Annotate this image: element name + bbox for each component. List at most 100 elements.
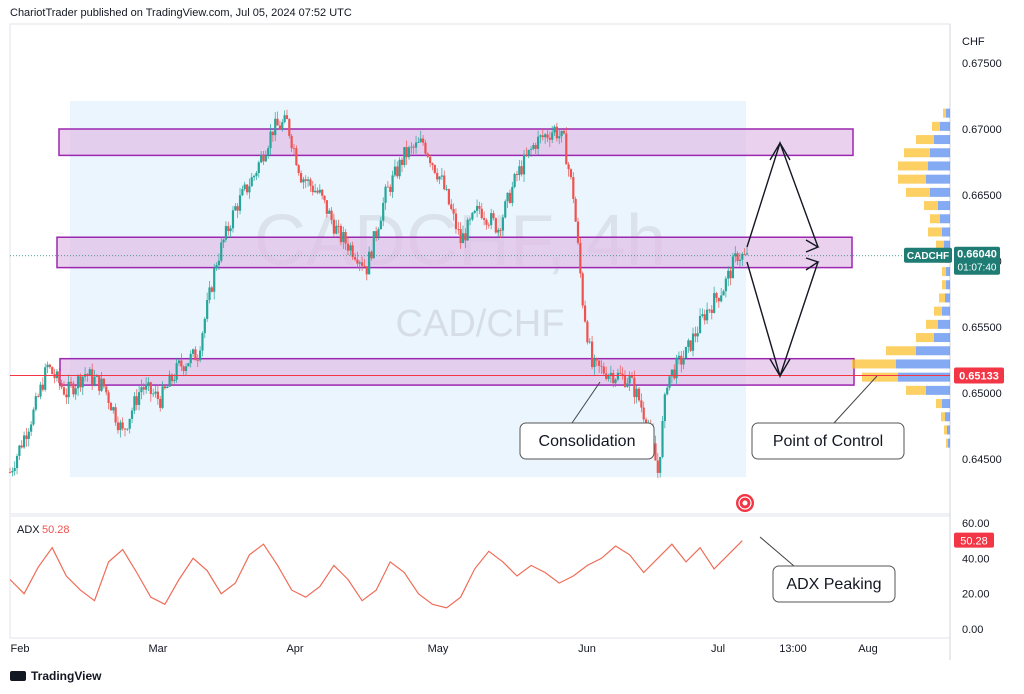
candle-body <box>346 243 350 251</box>
candle-body <box>579 242 582 274</box>
vp-bar-down <box>942 227 950 237</box>
candle-body <box>210 287 213 292</box>
candle-body <box>201 333 204 351</box>
vp-bar-down <box>930 187 950 197</box>
candle-body <box>248 186 251 193</box>
candle-body <box>234 206 237 211</box>
candle-body <box>703 314 706 321</box>
candle-body <box>81 376 84 388</box>
vp-bar-up <box>930 214 940 224</box>
candle-body <box>612 372 615 384</box>
candle-body <box>330 210 333 220</box>
range-highlight <box>70 101 746 477</box>
consolidation-callout: Consolidation <box>519 381 655 460</box>
candle-body <box>264 155 267 162</box>
candle-body <box>588 341 591 343</box>
candle-body <box>586 321 589 343</box>
candle-body <box>532 145 535 149</box>
candle-body <box>182 366 185 371</box>
candle-body <box>119 422 122 431</box>
adx-tick-label: 60.00 <box>962 518 990 530</box>
candle-body <box>581 273 584 306</box>
adx-tick-label: 0.00 <box>962 624 983 636</box>
vp-bar-up <box>934 306 942 316</box>
callout-box <box>772 565 896 603</box>
candle-body <box>285 115 289 120</box>
candle-body <box>135 396 138 405</box>
candle-body <box>480 208 483 219</box>
candle-body <box>520 166 523 175</box>
candle-body <box>675 357 678 379</box>
candle-body <box>267 148 270 156</box>
candle-body <box>194 349 197 361</box>
candle-body <box>715 293 718 298</box>
adx-axis[interactable]: 60.00 40.00 20.00 0.00 <box>962 518 990 636</box>
vp-bar-up <box>886 346 916 356</box>
candle-body <box>382 202 385 221</box>
candle-body <box>616 372 620 380</box>
candle-body <box>421 138 425 143</box>
candle-body <box>11 470 14 473</box>
candle-body <box>8 472 12 473</box>
candle-body <box>736 253 739 261</box>
current-price-badge: CADCHF 0.66040 01:07:40 <box>904 246 1000 275</box>
candle-body <box>30 424 33 432</box>
candle-body <box>722 291 725 296</box>
candle-body <box>140 387 143 393</box>
candle-body <box>95 375 98 377</box>
vp-bar-up <box>932 121 940 131</box>
candle-body <box>475 205 479 211</box>
time-axis[interactable]: Feb Mar Apr May Jun Jul 13:00 Aug <box>11 643 878 655</box>
candle-body <box>133 396 136 411</box>
candle-body <box>680 355 683 365</box>
candle-body <box>69 381 73 384</box>
candle-body <box>745 253 749 255</box>
sr-zone <box>56 236 853 269</box>
candle-body <box>88 369 91 376</box>
candle-body <box>393 166 397 176</box>
candle-body <box>353 256 357 260</box>
candle-body <box>452 208 455 214</box>
replay-icon[interactable] <box>736 494 754 512</box>
vp-bar-down <box>926 174 950 184</box>
candle-body <box>443 175 446 190</box>
candle-body <box>227 226 230 232</box>
candle-body <box>245 184 249 193</box>
vp-bar-up <box>898 174 926 184</box>
candle-body <box>656 460 659 473</box>
price-tick-label: 0.67000 <box>962 124 1002 136</box>
vp-bar-up <box>898 161 928 171</box>
vp-bar-down <box>940 214 950 224</box>
candle-body <box>220 242 223 261</box>
candle-body <box>107 392 110 403</box>
candle-body <box>13 468 16 471</box>
candle-body <box>630 375 634 378</box>
candle-body <box>405 147 408 158</box>
candle-body <box>454 213 458 230</box>
candle-body <box>642 407 645 420</box>
candle-body <box>682 358 685 365</box>
candle-body <box>555 126 558 139</box>
candle-body <box>490 213 493 226</box>
tradingview-logo[interactable]: TradingView <box>10 669 101 683</box>
candle-body <box>741 253 744 260</box>
arrow-head-mid-up <box>805 239 820 253</box>
candle-body <box>72 383 75 395</box>
candle-body <box>626 383 629 387</box>
candle-body <box>363 265 366 267</box>
candle-body <box>142 387 145 390</box>
candle-body <box>93 376 96 385</box>
candle-body <box>278 125 282 130</box>
adx-badge-value: 50.28 <box>960 536 988 548</box>
candle-body <box>473 210 476 213</box>
vp-bar-down <box>934 333 950 343</box>
adx-value-badge: 50.28 <box>954 532 994 548</box>
candle-body <box>170 374 174 382</box>
candle-body <box>62 387 66 395</box>
candle-body <box>344 232 347 244</box>
candle-body <box>22 435 26 448</box>
candle-body <box>238 195 242 211</box>
sr-zones <box>56 128 855 386</box>
candle-body <box>731 256 735 279</box>
